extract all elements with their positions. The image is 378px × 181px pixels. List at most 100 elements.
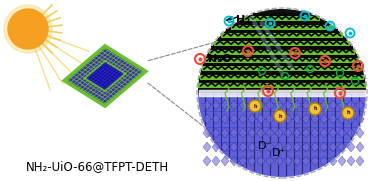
Polygon shape: [284, 114, 292, 124]
Polygon shape: [347, 142, 355, 152]
Polygon shape: [329, 156, 337, 166]
Text: h: h: [313, 106, 317, 111]
Polygon shape: [248, 100, 256, 110]
Polygon shape: [230, 114, 238, 124]
Polygon shape: [302, 100, 310, 110]
Polygon shape: [320, 128, 328, 138]
Polygon shape: [302, 142, 310, 152]
Polygon shape: [257, 114, 265, 124]
Polygon shape: [311, 142, 319, 152]
Polygon shape: [248, 156, 256, 166]
Circle shape: [342, 107, 354, 119]
Polygon shape: [329, 100, 337, 110]
Polygon shape: [230, 100, 238, 110]
Bar: [211, 46, 353, 49]
Polygon shape: [221, 114, 229, 124]
Polygon shape: [284, 156, 292, 166]
Bar: [205, 58, 359, 63]
Polygon shape: [203, 156, 211, 166]
Polygon shape: [275, 156, 283, 166]
Polygon shape: [203, 142, 211, 152]
Polygon shape: [329, 128, 337, 138]
Polygon shape: [347, 156, 355, 166]
Polygon shape: [221, 156, 229, 166]
Bar: [207, 54, 357, 57]
Polygon shape: [248, 142, 256, 152]
Polygon shape: [338, 114, 346, 124]
Bar: [209, 50, 355, 55]
Polygon shape: [356, 128, 364, 138]
Polygon shape: [284, 128, 292, 138]
Bar: [237, 21, 327, 24]
Polygon shape: [239, 114, 247, 124]
Bar: [226, 29, 338, 32]
Bar: [218, 38, 346, 41]
Polygon shape: [356, 142, 364, 152]
Polygon shape: [203, 128, 211, 138]
Bar: [203, 63, 361, 66]
Polygon shape: [320, 142, 328, 152]
Text: D⁻: D⁻: [258, 141, 273, 151]
Circle shape: [8, 9, 48, 49]
Polygon shape: [347, 128, 355, 138]
Circle shape: [197, 8, 367, 178]
Polygon shape: [338, 100, 346, 110]
Bar: [222, 33, 342, 38]
Polygon shape: [239, 100, 247, 110]
Circle shape: [274, 110, 286, 122]
Polygon shape: [311, 100, 319, 110]
Polygon shape: [329, 114, 337, 124]
Polygon shape: [293, 100, 301, 110]
Bar: [199, 79, 365, 82]
Polygon shape: [293, 128, 301, 138]
Polygon shape: [329, 142, 337, 152]
Polygon shape: [284, 100, 292, 110]
Polygon shape: [338, 156, 346, 166]
Polygon shape: [320, 114, 328, 124]
Bar: [202, 66, 362, 71]
Circle shape: [4, 5, 52, 53]
Polygon shape: [302, 114, 310, 124]
Text: h: h: [253, 104, 257, 108]
Polygon shape: [302, 156, 310, 166]
Polygon shape: [203, 114, 211, 124]
Polygon shape: [230, 156, 238, 166]
Polygon shape: [347, 100, 355, 110]
Polygon shape: [85, 61, 125, 91]
Polygon shape: [311, 128, 319, 138]
Bar: [244, 16, 320, 21]
Polygon shape: [64, 46, 146, 106]
Polygon shape: [230, 142, 238, 152]
Polygon shape: [275, 100, 283, 110]
Bar: [200, 75, 364, 80]
Polygon shape: [203, 100, 211, 110]
Polygon shape: [338, 128, 346, 138]
Polygon shape: [221, 142, 229, 152]
Text: H₂O: H₂O: [208, 54, 231, 64]
Polygon shape: [275, 128, 283, 138]
Polygon shape: [338, 142, 346, 152]
Circle shape: [309, 103, 321, 115]
Bar: [214, 41, 350, 46]
Polygon shape: [221, 100, 229, 110]
Polygon shape: [212, 128, 220, 138]
Polygon shape: [257, 128, 265, 138]
Polygon shape: [239, 156, 247, 166]
Text: H₂: H₂: [236, 15, 250, 25]
Text: h: h: [346, 110, 350, 115]
Polygon shape: [293, 114, 301, 124]
Polygon shape: [221, 128, 229, 138]
Circle shape: [249, 100, 261, 112]
Polygon shape: [266, 156, 274, 166]
Polygon shape: [356, 156, 364, 166]
Polygon shape: [293, 156, 301, 166]
Polygon shape: [311, 156, 319, 166]
Polygon shape: [356, 100, 364, 110]
Bar: [198, 83, 366, 88]
Polygon shape: [266, 128, 274, 138]
Bar: [254, 12, 311, 16]
Polygon shape: [311, 114, 319, 124]
Polygon shape: [257, 142, 265, 152]
Polygon shape: [293, 142, 301, 152]
Polygon shape: [275, 114, 283, 124]
